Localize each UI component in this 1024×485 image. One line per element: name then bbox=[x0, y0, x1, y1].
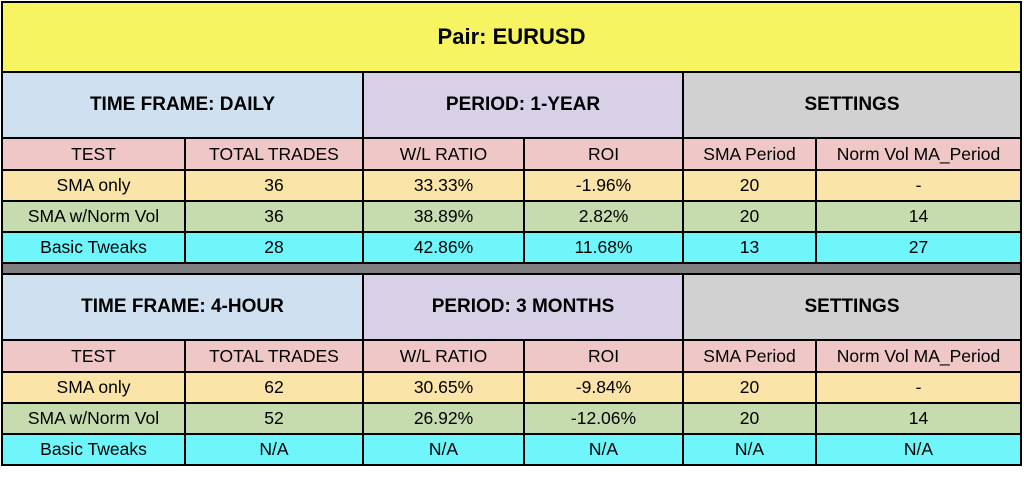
col-header-roi: ROI bbox=[523, 137, 684, 171]
col-header-sma-period: SMA Period bbox=[682, 339, 817, 373]
divider-bar bbox=[0, 262, 1023, 275]
cell-norm-vol: - bbox=[814, 371, 1023, 404]
section-divider bbox=[0, 262, 1023, 275]
col-header-wl-ratio: W/L RATIO bbox=[362, 339, 525, 373]
cell-total-trades: N/A bbox=[184, 433, 364, 466]
section-header-row: TIME FRAME: DAILY PERIOD: 1-YEAR SETTING… bbox=[1, 71, 1023, 139]
cell-total-trades: 36 bbox=[184, 200, 364, 233]
settings-label: SETTINGS bbox=[681, 71, 1023, 139]
table-row: Basic Tweaks N/A N/A N/A N/A N/A bbox=[1, 433, 1023, 466]
cell-test: SMA only bbox=[1, 371, 186, 404]
cell-wl-ratio: 33.33% bbox=[362, 169, 525, 202]
cell-norm-vol: N/A bbox=[814, 433, 1023, 466]
timeframe-label: TIME FRAME: 4-HOUR bbox=[1, 273, 364, 341]
cell-norm-vol: 14 bbox=[814, 402, 1023, 435]
cell-total-trades: 36 bbox=[184, 169, 364, 202]
cell-total-trades: 28 bbox=[184, 231, 364, 264]
cell-test: SMA only bbox=[1, 169, 186, 202]
title-row: Pair: EURUSD bbox=[0, 1, 1023, 73]
col-header-test: TEST bbox=[1, 339, 186, 373]
cell-test: SMA w/Norm Vol bbox=[1, 200, 186, 233]
cell-roi: -1.96% bbox=[523, 169, 684, 202]
table-row: SMA only 62 30.65% -9.84% 20 - bbox=[1, 371, 1023, 404]
table-row: SMA w/Norm Vol 52 26.92% -12.06% 20 14 bbox=[1, 402, 1023, 435]
cell-total-trades: 62 bbox=[184, 371, 364, 404]
settings-label: SETTINGS bbox=[681, 273, 1023, 341]
cell-test: Basic Tweaks bbox=[1, 433, 186, 466]
col-header-sma-period: SMA Period bbox=[682, 137, 817, 171]
cell-wl-ratio: 30.65% bbox=[362, 371, 525, 404]
col-header-norm-vol: Norm Vol MA_Period bbox=[814, 137, 1023, 171]
section-header-row: TIME FRAME: 4-HOUR PERIOD: 3 MONTHS SETT… bbox=[1, 273, 1023, 341]
cell-sma-period: N/A bbox=[682, 433, 817, 466]
cell-test: SMA w/Norm Vol bbox=[1, 402, 186, 435]
cell-roi: N/A bbox=[523, 433, 684, 466]
cell-sma-period: 13 bbox=[682, 231, 817, 264]
cell-norm-vol: 14 bbox=[814, 200, 1023, 233]
cell-sma-period: 20 bbox=[682, 371, 817, 404]
col-header-wl-ratio: W/L RATIO bbox=[362, 137, 525, 171]
cell-roi: 2.82% bbox=[523, 200, 684, 233]
pair-title: Pair: EURUSD bbox=[0, 1, 1023, 73]
cell-total-trades: 52 bbox=[184, 402, 364, 435]
col-header-test: TEST bbox=[1, 137, 186, 171]
col-header-roi: ROI bbox=[523, 339, 684, 373]
cell-wl-ratio: 38.89% bbox=[362, 200, 525, 233]
results-table: Pair: EURUSD TIME FRAME: DAILY PERIOD: 1… bbox=[0, 1, 1023, 466]
table-row: SMA w/Norm Vol 36 38.89% 2.82% 20 14 bbox=[1, 200, 1023, 233]
timeframe-label: TIME FRAME: DAILY bbox=[1, 71, 364, 139]
cell-roi: 11.68% bbox=[523, 231, 684, 264]
column-header-row: TEST TOTAL TRADES W/L RATIO ROI SMA Peri… bbox=[1, 339, 1023, 373]
cell-roi: -12.06% bbox=[523, 402, 684, 435]
cell-norm-vol: 27 bbox=[814, 231, 1023, 264]
col-header-total-trades: TOTAL TRADES bbox=[184, 137, 364, 171]
col-header-total-trades: TOTAL TRADES bbox=[184, 339, 364, 373]
table-row: SMA only 36 33.33% -1.96% 20 - bbox=[1, 169, 1023, 202]
cell-wl-ratio: 42.86% bbox=[362, 231, 525, 264]
period-label: PERIOD: 3 MONTHS bbox=[362, 273, 684, 341]
cell-norm-vol: - bbox=[814, 169, 1023, 202]
cell-sma-period: 20 bbox=[682, 200, 817, 233]
cell-sma-period: 20 bbox=[682, 402, 817, 435]
col-header-norm-vol: Norm Vol MA_Period bbox=[814, 339, 1023, 373]
cell-wl-ratio: N/A bbox=[362, 433, 525, 466]
cell-test: Basic Tweaks bbox=[1, 231, 186, 264]
column-header-row: TEST TOTAL TRADES W/L RATIO ROI SMA Peri… bbox=[1, 137, 1023, 171]
cell-sma-period: 20 bbox=[682, 169, 817, 202]
period-label: PERIOD: 1-YEAR bbox=[362, 71, 684, 139]
cell-roi: -9.84% bbox=[523, 371, 684, 404]
cell-wl-ratio: 26.92% bbox=[362, 402, 525, 435]
table-row: Basic Tweaks 28 42.86% 11.68% 13 27 bbox=[1, 231, 1023, 264]
